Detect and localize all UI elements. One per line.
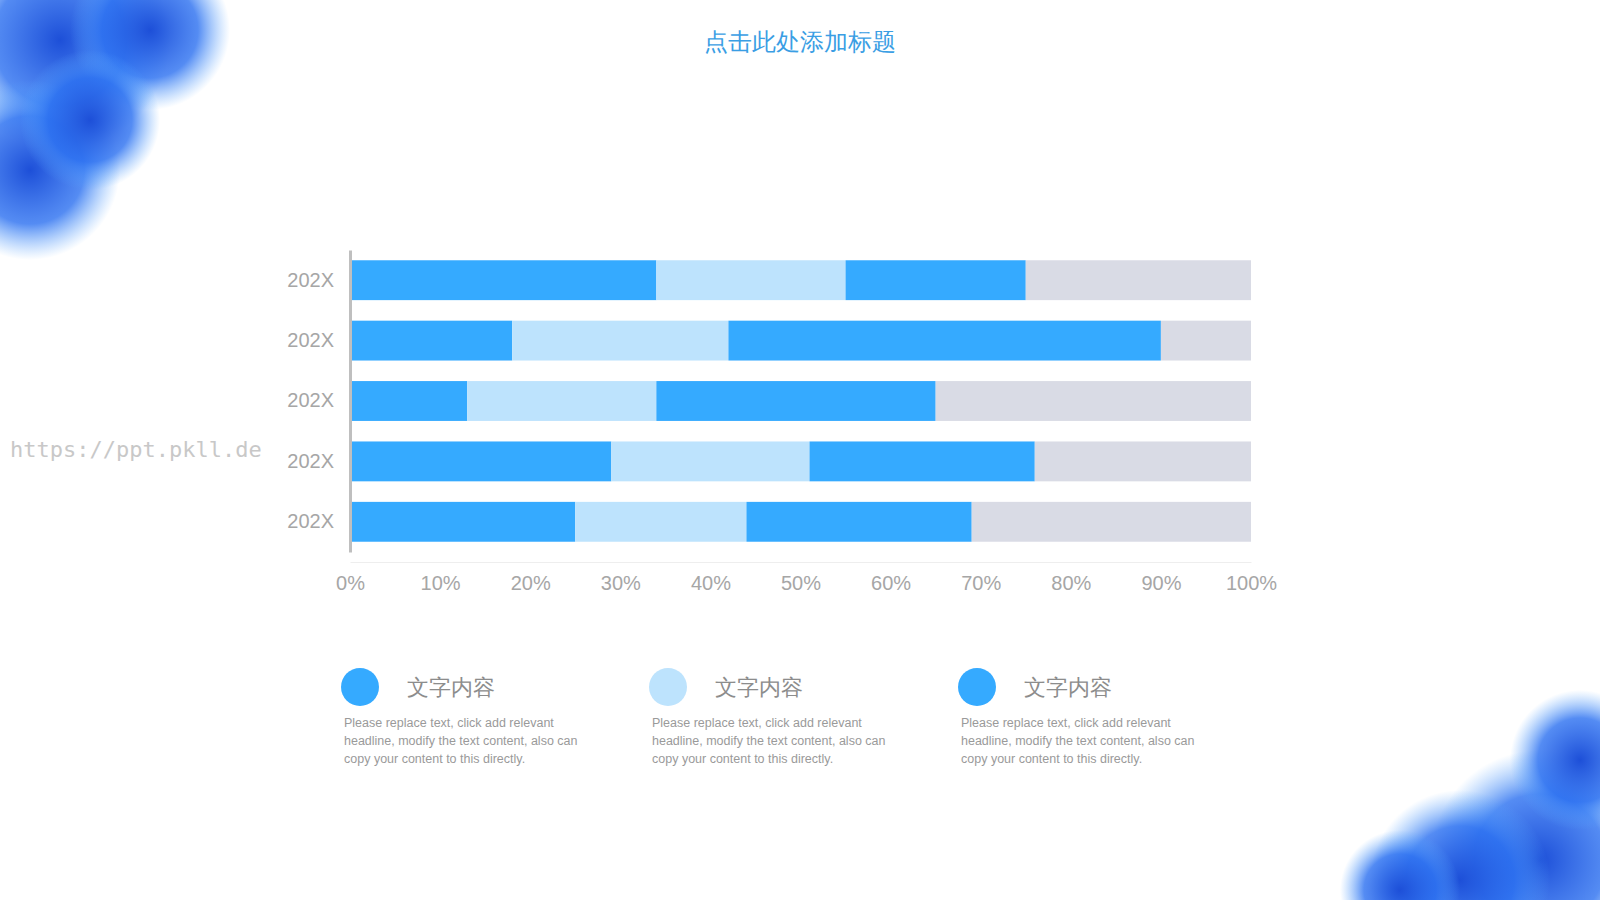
x-tick-label: 50% [781, 572, 821, 594]
legend-label: 文字内容 [1024, 675, 1112, 700]
ink-blob [20, 50, 160, 190]
watermark: https://ppt.pkll.de [10, 437, 262, 462]
bar-segment [350, 260, 656, 300]
x-tick: 0% [336, 562, 365, 594]
series [936, 260, 1251, 541]
bar-segment [575, 502, 746, 542]
y-tick: 202X [287, 389, 350, 411]
y-axis-line [349, 251, 352, 553]
legend-item: 文字内容 Please replace text, click add relev… [341, 668, 578, 766]
x-axis: 0% 10% 20% 30% 40% 50% 60% 70% 80% 90% 100% [336, 562, 1277, 594]
x-tick: 90% [1141, 562, 1181, 594]
x-tick-label: 20% [511, 572, 551, 594]
legend-item: 文字内容 Please replace text, click add relev… [649, 668, 886, 766]
x-tick-label: 80% [1051, 572, 1091, 594]
y-tick: 202X [287, 269, 350, 291]
bar-segment [846, 260, 1026, 300]
bar-segment [611, 441, 809, 481]
x-tick: 10% [421, 562, 461, 594]
y-tick-label: 202X [287, 269, 334, 291]
y-tick-label: 202X [287, 389, 334, 411]
legend-swatch [958, 668, 996, 706]
x-tick-label: 60% [871, 572, 911, 594]
x-tick-label: 70% [961, 572, 1001, 594]
bar-segment [512, 321, 728, 361]
legend-description: Please replace text, click add relevanth… [652, 716, 886, 766]
ink-blob [1340, 830, 1460, 900]
x-tick-label: 40% [691, 572, 731, 594]
bar-segment [1026, 260, 1251, 300]
bar-segment [746, 502, 971, 542]
bar-segment [1035, 441, 1251, 481]
x-tick-label: 30% [601, 572, 641, 594]
bars [350, 260, 1251, 541]
y-axis: 202X 202X 202X 202X 202X [287, 251, 350, 553]
y-tick-label: 202X [287, 450, 334, 472]
series [350, 260, 656, 541]
legend: 文字内容 Please replace text, click add relev… [341, 668, 1195, 766]
bar-segment [972, 502, 1251, 542]
legend-item: 文字内容 Please replace text, click add relev… [958, 668, 1195, 766]
x-tick: 80% [1051, 562, 1091, 594]
legend-swatch [649, 668, 687, 706]
bar-segment [350, 502, 575, 542]
x-tick-label: 0% [336, 572, 365, 594]
y-tick: 202X [287, 450, 350, 472]
legend-label: 文字内容 [715, 675, 803, 700]
bar-segment [656, 381, 935, 421]
x-tick: 20% [511, 562, 551, 594]
y-tick: 202X [287, 329, 350, 351]
title: 点击此处添加标题 [704, 28, 896, 55]
chart-root: 点击此处添加标题 https://ppt.pkll.de 0% 10% 20% 30% 40… [0, 0, 1600, 900]
x-tick: 40% [691, 562, 731, 594]
bar-segment [350, 321, 512, 361]
x-axis-line [351, 562, 1252, 563]
bar-segment [350, 441, 611, 481]
bar-segment [656, 260, 845, 300]
bar-segment [810, 441, 1035, 481]
x-tick-label: 100% [1226, 572, 1277, 594]
x-tick: 60% [871, 562, 911, 594]
bar-segment [350, 381, 467, 421]
y-tick-label: 202X [287, 510, 334, 532]
legend-description: Please replace text, click add relevanth… [344, 716, 578, 766]
decoration [0, 0, 1600, 900]
x-tick: 50% [781, 562, 821, 594]
x-tick-label: 10% [421, 572, 461, 594]
bar-segment [936, 381, 1251, 421]
ink-blob [1510, 690, 1600, 830]
x-tick: 30% [601, 562, 641, 594]
bar-segment [467, 381, 656, 421]
bar-segment [1161, 321, 1251, 361]
x-tick: 100% [1226, 562, 1277, 594]
y-tick: 202X [287, 510, 350, 532]
legend-swatch [341, 668, 379, 706]
bar-segment [728, 321, 1160, 361]
x-tick: 70% [961, 562, 1001, 594]
legend-label: 文字内容 [407, 675, 495, 700]
x-tick-label: 90% [1141, 572, 1181, 594]
legend-description: Please replace text, click add relevanth… [961, 716, 1195, 766]
y-tick-label: 202X [287, 329, 334, 351]
